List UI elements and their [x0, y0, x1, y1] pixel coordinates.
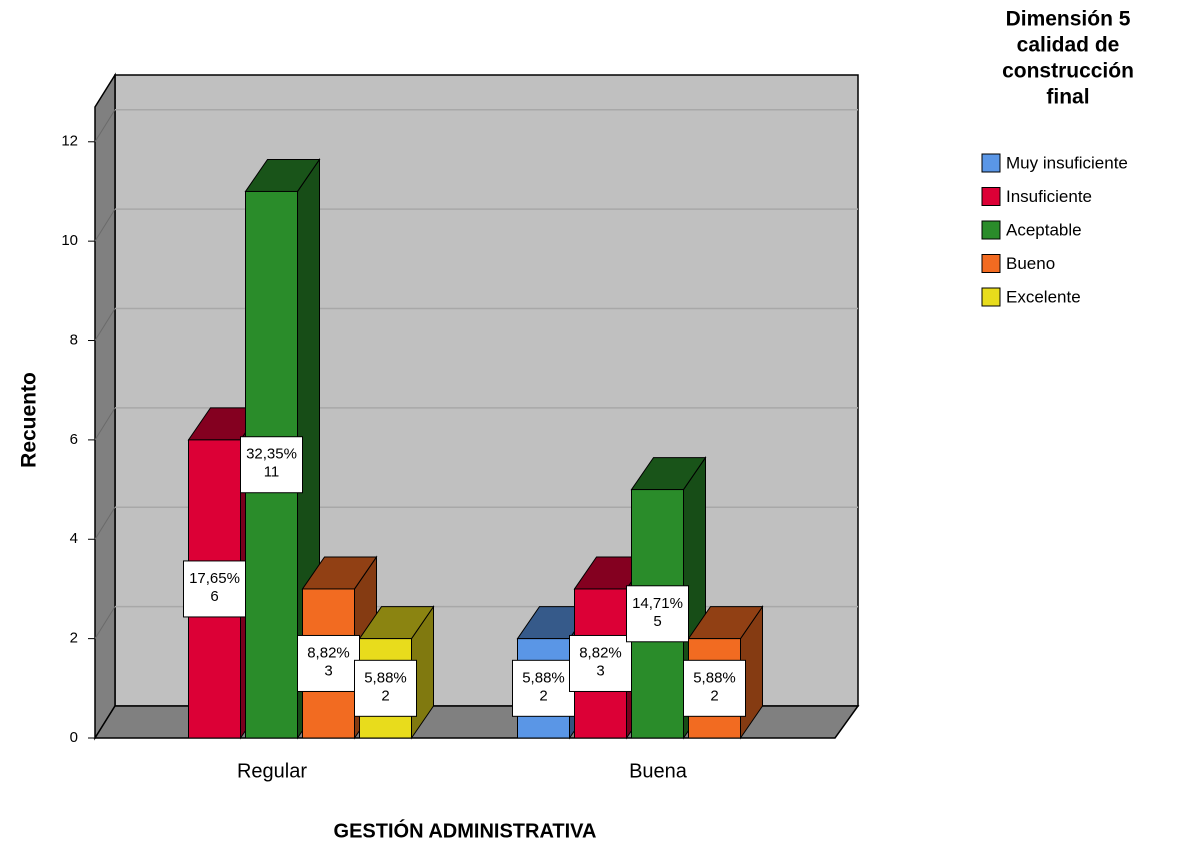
data-label: 8,82%3: [569, 634, 632, 692]
data-label: 5,88%2: [354, 659, 417, 717]
data-label-box: [683, 659, 746, 717]
data-label-box: [297, 634, 360, 692]
data-label: 17,65%6: [183, 560, 246, 618]
data-label: 32,35%11: [240, 436, 303, 494]
legend-title: construcción: [1002, 60, 1134, 83]
legend-label: Excelente: [1006, 287, 1081, 306]
data-label-percent: 8,82%: [579, 644, 622, 661]
data-label-box: [240, 436, 303, 494]
legend-swatch: [981, 153, 1001, 173]
data-label: 14,71%5: [626, 585, 689, 643]
grid-line: [94, 308, 116, 341]
data-label-percent: 5,88%: [522, 669, 565, 686]
data-label-count: 2: [381, 687, 389, 704]
legend-swatch: [981, 220, 1001, 240]
data-label-count: 2: [539, 687, 547, 704]
grid-line: [94, 109, 116, 143]
y-tick-label: 10: [61, 232, 78, 249]
x-axis-title: GESTIÓN ADMINISTRATIVA: [334, 818, 597, 842]
data-label: 5,88%2: [512, 659, 575, 717]
data-label: 5,88%2: [683, 659, 746, 717]
y-axis-title: Recuento: [18, 372, 41, 468]
legend-label: Aceptable: [1006, 220, 1082, 239]
data-label: 8,82%3: [297, 634, 360, 692]
legend-title: final: [1046, 86, 1089, 109]
data-label-box: [569, 634, 632, 692]
data-label-count: 6: [210, 588, 218, 605]
grid-line: [94, 506, 116, 540]
legend-swatch: [981, 254, 1001, 273]
data-label-percent: 32,35%: [246, 446, 297, 463]
data-label-count: 3: [324, 662, 332, 679]
legend-title: calidad de: [1017, 34, 1120, 57]
data-label-count: 2: [710, 687, 718, 704]
data-label-percent: 5,88%: [364, 669, 407, 686]
data-label-count: 5: [653, 613, 661, 630]
grid-line: [94, 208, 116, 242]
y-tick-label: 8: [70, 331, 78, 348]
x-tick-label: Regular: [237, 760, 307, 782]
y-tick-label: 6: [70, 431, 78, 448]
y-tick-label: 0: [70, 729, 78, 746]
legend-label: Insuficiente: [1006, 187, 1092, 206]
y-tick-label: 2: [70, 630, 78, 647]
legend-label: Muy insuficiente: [1006, 153, 1128, 172]
grid-line: [94, 606, 116, 639]
y-tick-label: 12: [61, 133, 78, 150]
data-label-count: 11: [264, 464, 280, 481]
data-label-box: [626, 585, 689, 643]
grid-line: [94, 407, 116, 441]
data-label-percent: 14,71%: [632, 595, 683, 612]
legend-title: Dimensión 5: [1006, 8, 1131, 31]
data-label-percent: 5,88%: [693, 669, 736, 686]
data-label-box: [354, 659, 417, 717]
x-tick-label: Buena: [629, 760, 688, 782]
data-label-percent: 8,82%: [307, 644, 350, 661]
legend-label: Bueno: [1006, 254, 1055, 273]
y-tick-label: 4: [70, 530, 78, 547]
side-wall: [94, 72, 116, 741]
data-label-count: 3: [596, 662, 604, 679]
data-label-percent: 17,65%: [189, 570, 240, 587]
data-label-box: [183, 560, 246, 618]
legend-swatch: [981, 287, 1001, 307]
legend-swatch: [981, 187, 1001, 206]
